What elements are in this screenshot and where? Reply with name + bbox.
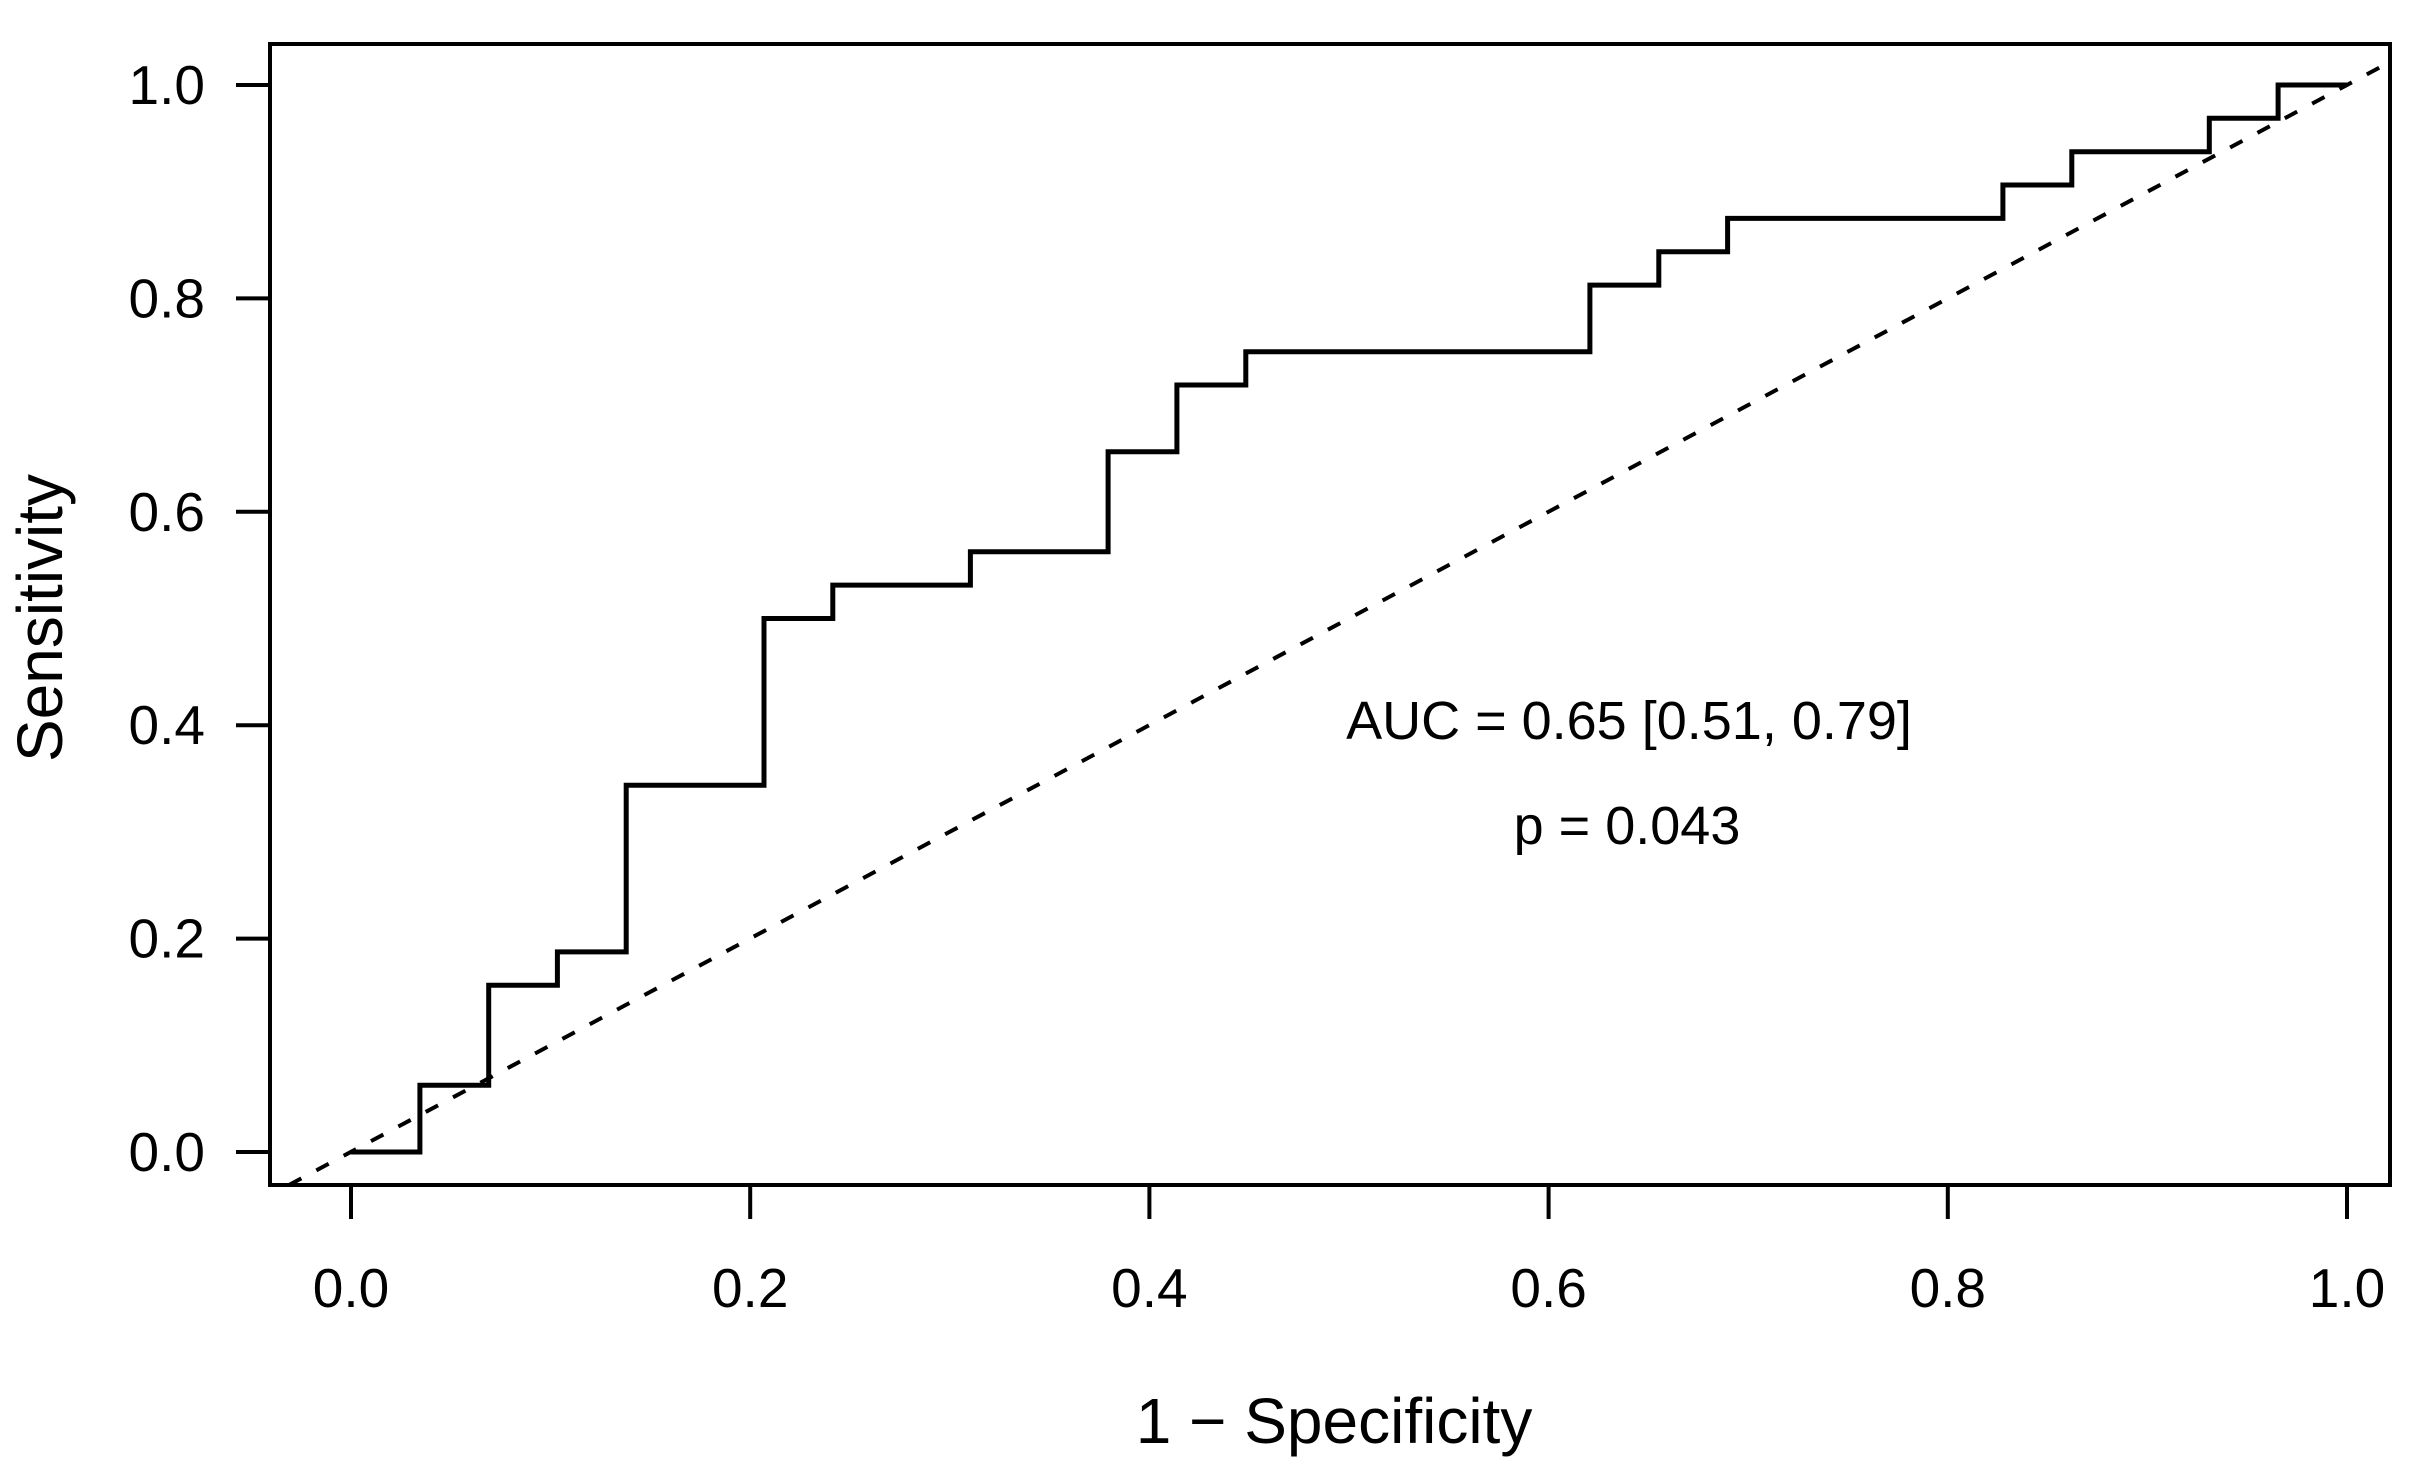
x-tick-label: 1.0	[2309, 1257, 2385, 1319]
y-tick-label: 0.6	[129, 481, 205, 543]
y-axis-tick-labels: 0.0 0.2 0.4 0.6 0.8 1.0	[129, 54, 205, 1183]
y-axis-ticks	[236, 83, 270, 1154]
y-tick-label: 1.0	[129, 54, 205, 116]
roc-curve	[351, 82, 2347, 1155]
auc-annotation: AUC = 0.65 [0.51, 0.79]	[1346, 691, 1912, 751]
plot-box	[268, 42, 2392, 1187]
y-tick-label: 0.8	[129, 267, 205, 329]
x-tick-label: 0.6	[1510, 1257, 1586, 1319]
y-tick-label: 0.4	[129, 694, 205, 756]
p-value-annotation: p = 0.043	[1514, 796, 1741, 856]
x-tick-label: 0.8	[1910, 1257, 1986, 1319]
x-axis-ticks	[349, 1185, 2349, 1219]
x-tick-label: 0.0	[313, 1257, 389, 1319]
x-axis-title: 1 − Specificity	[1136, 1385, 1533, 1457]
y-axis-title: Sensitivity	[4, 474, 76, 762]
y-tick-label: 0.0	[129, 1121, 205, 1183]
y-tick-label: 0.2	[129, 908, 205, 970]
x-tick-label: 0.4	[1111, 1257, 1187, 1319]
x-axis-tick-labels: 0.0 0.2 0.4 0.6 0.8 1.0	[313, 1257, 2385, 1319]
chance-diagonal-line	[288, 60, 2391, 1187]
x-tick-label: 0.2	[712, 1257, 788, 1319]
